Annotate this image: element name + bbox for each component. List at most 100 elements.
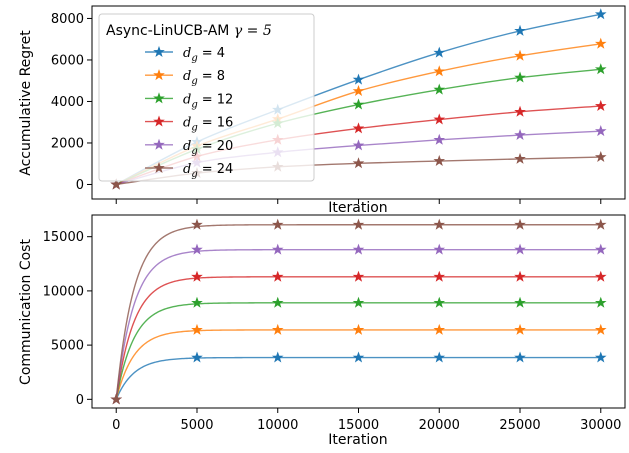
legend-label-subscript: g xyxy=(191,146,197,157)
legend-entry-4: dg = 20 xyxy=(145,138,233,157)
legend-label-value: = 4 xyxy=(202,46,225,61)
bottom-x-axis-title: Iteration xyxy=(328,432,387,448)
legend-entry-0: dg = 4 xyxy=(145,45,225,64)
bottom-series-2-point-5 xyxy=(514,296,526,308)
bottom-series-line-3 xyxy=(115,276,601,400)
top-series-3-point-5 xyxy=(514,105,526,117)
bottom-x-tick-label: 25000 xyxy=(499,418,540,433)
legend-label-symbol: d xyxy=(183,162,191,177)
bottom-series-5-point-4 xyxy=(433,218,446,230)
bottom-x-tick-label: 10000 xyxy=(257,418,298,433)
top-series-3-point-3 xyxy=(352,122,365,134)
bottom-series-3-point-2 xyxy=(271,270,284,282)
bottom-series-4-point-6 xyxy=(594,243,607,255)
bottom-series-group xyxy=(110,218,607,405)
bottom-x-ticks: 0 5000 10000 15000 20000 25000 30000 xyxy=(112,408,621,433)
legend-label-symbol: d xyxy=(183,46,191,61)
bottom-y-tick-label: 15000 xyxy=(43,230,84,245)
bottom-series-0-point-1 xyxy=(191,351,203,363)
bottom-series-5-point-1 xyxy=(191,218,203,230)
bottom-y-ticks: 0 5000 10000 15000 xyxy=(43,230,92,408)
legend-marker-3 xyxy=(153,115,165,127)
top-series-2-point-5 xyxy=(514,71,526,83)
bottom-x-tick-label: 5000 xyxy=(180,418,213,433)
legend-label-4: dg = 20 xyxy=(183,139,233,157)
bottom-x-tick-label: 20000 xyxy=(419,418,460,433)
bottom-series-line-1 xyxy=(115,329,601,400)
bottom-series-0-point-6 xyxy=(594,351,607,363)
legend-label-subscript: g xyxy=(191,169,197,180)
legend-label-symbol: d xyxy=(183,116,191,131)
bottom-series-2-point-3 xyxy=(352,296,365,308)
bottom-series-3-point-5 xyxy=(514,270,526,282)
bottom-x-tick-label: 0 xyxy=(112,418,120,433)
legend-title-gamma: γ = 5 xyxy=(234,23,272,39)
top-series-2-point-4 xyxy=(433,83,446,95)
bottom-series-5-point-3 xyxy=(352,218,365,230)
legend-entry-3: dg = 16 xyxy=(145,115,234,134)
top-series-5-point-5 xyxy=(514,152,526,164)
top-series-5-point-4 xyxy=(433,154,446,166)
top-series-4-point-5 xyxy=(514,128,526,141)
legend-title: Async-LinUCB-AM γ = 5 xyxy=(106,23,272,39)
legend-label-value: = 16 xyxy=(202,116,234,131)
legend-marker-4 xyxy=(153,138,165,150)
top-series-2-point-6 xyxy=(594,63,607,75)
top-series-0-point-5 xyxy=(514,24,526,36)
legend-label-symbol: d xyxy=(183,139,191,154)
bottom-series-0-point-3 xyxy=(352,351,365,363)
legend-marker-0 xyxy=(153,45,165,57)
bottom-series-4-point-2 xyxy=(271,243,284,255)
top-y-tick-label: 0 xyxy=(76,178,84,193)
bottom-y-tick-label: 5000 xyxy=(51,339,84,354)
legend-label-subscript: g xyxy=(191,53,197,64)
legend-label-0: dg = 4 xyxy=(183,46,225,64)
bottom-series-5-point-2 xyxy=(271,218,284,230)
top-series-4-point-3 xyxy=(352,139,365,151)
top-series-1-point-3 xyxy=(352,84,365,97)
top-y-tick-label: 8000 xyxy=(51,12,84,27)
top-series-5-point-6 xyxy=(594,150,607,163)
bottom-y-tick-label: 10000 xyxy=(43,284,84,299)
legend-entry-1: dg = 8 xyxy=(145,69,225,87)
top-series-1-point-6 xyxy=(594,37,607,49)
top-x-ticks xyxy=(115,199,602,204)
bottom-series-1-point-3 xyxy=(352,323,365,335)
top-series-1-point-5 xyxy=(514,49,526,61)
top-series-5-point-0 xyxy=(110,178,123,190)
top-series-0-point-3 xyxy=(352,73,365,85)
legend-entry-2: dg = 12 xyxy=(145,92,233,110)
legend-label-value: = 8 xyxy=(202,69,225,84)
bottom-series-5-point-5 xyxy=(514,218,526,230)
bottom-series-line-2 xyxy=(115,302,601,400)
bottom-series-0-point-5 xyxy=(514,351,526,363)
bottom-series-1-point-4 xyxy=(433,323,446,335)
top-panel: 0 2000 4000 6000 8000 Accumulative Regret It… xyxy=(18,5,626,216)
legend-label-symbol: d xyxy=(183,92,191,107)
bottom-series-2-point-6 xyxy=(594,296,607,308)
bottom-x-tick-label: 30000 xyxy=(580,418,621,433)
top-y-ticks: 0 2000 4000 6000 8000 xyxy=(51,12,92,193)
bottom-y-axis-title: Communication Cost xyxy=(18,239,34,385)
legend-label-subscript: g xyxy=(191,123,197,134)
bottom-series-0-point-2 xyxy=(271,351,284,363)
legend-label-subscript: g xyxy=(191,76,197,87)
legend-label-value: = 24 xyxy=(202,162,234,177)
top-series-4-point-4 xyxy=(433,133,446,145)
bottom-series-1-point-1 xyxy=(191,323,203,335)
top-series-3-point-6 xyxy=(594,99,607,111)
bottom-series-4-point-4 xyxy=(433,243,446,255)
bottom-series-0-point-4 xyxy=(433,351,446,363)
legend-label-symbol: d xyxy=(183,69,191,84)
bottom-series-3-point-3 xyxy=(352,270,365,282)
bottom-series-4-point-5 xyxy=(514,243,526,255)
bottom-series-1-point-5 xyxy=(514,323,526,335)
bottom-series-3-point-6 xyxy=(594,270,607,282)
bottom-series-1-point-6 xyxy=(594,323,607,335)
legend-frame xyxy=(98,13,315,182)
legend-label-2: dg = 12 xyxy=(183,92,233,110)
top-x-axis-title: Iteration xyxy=(328,200,387,216)
legend-label-5: dg = 24 xyxy=(183,162,233,180)
